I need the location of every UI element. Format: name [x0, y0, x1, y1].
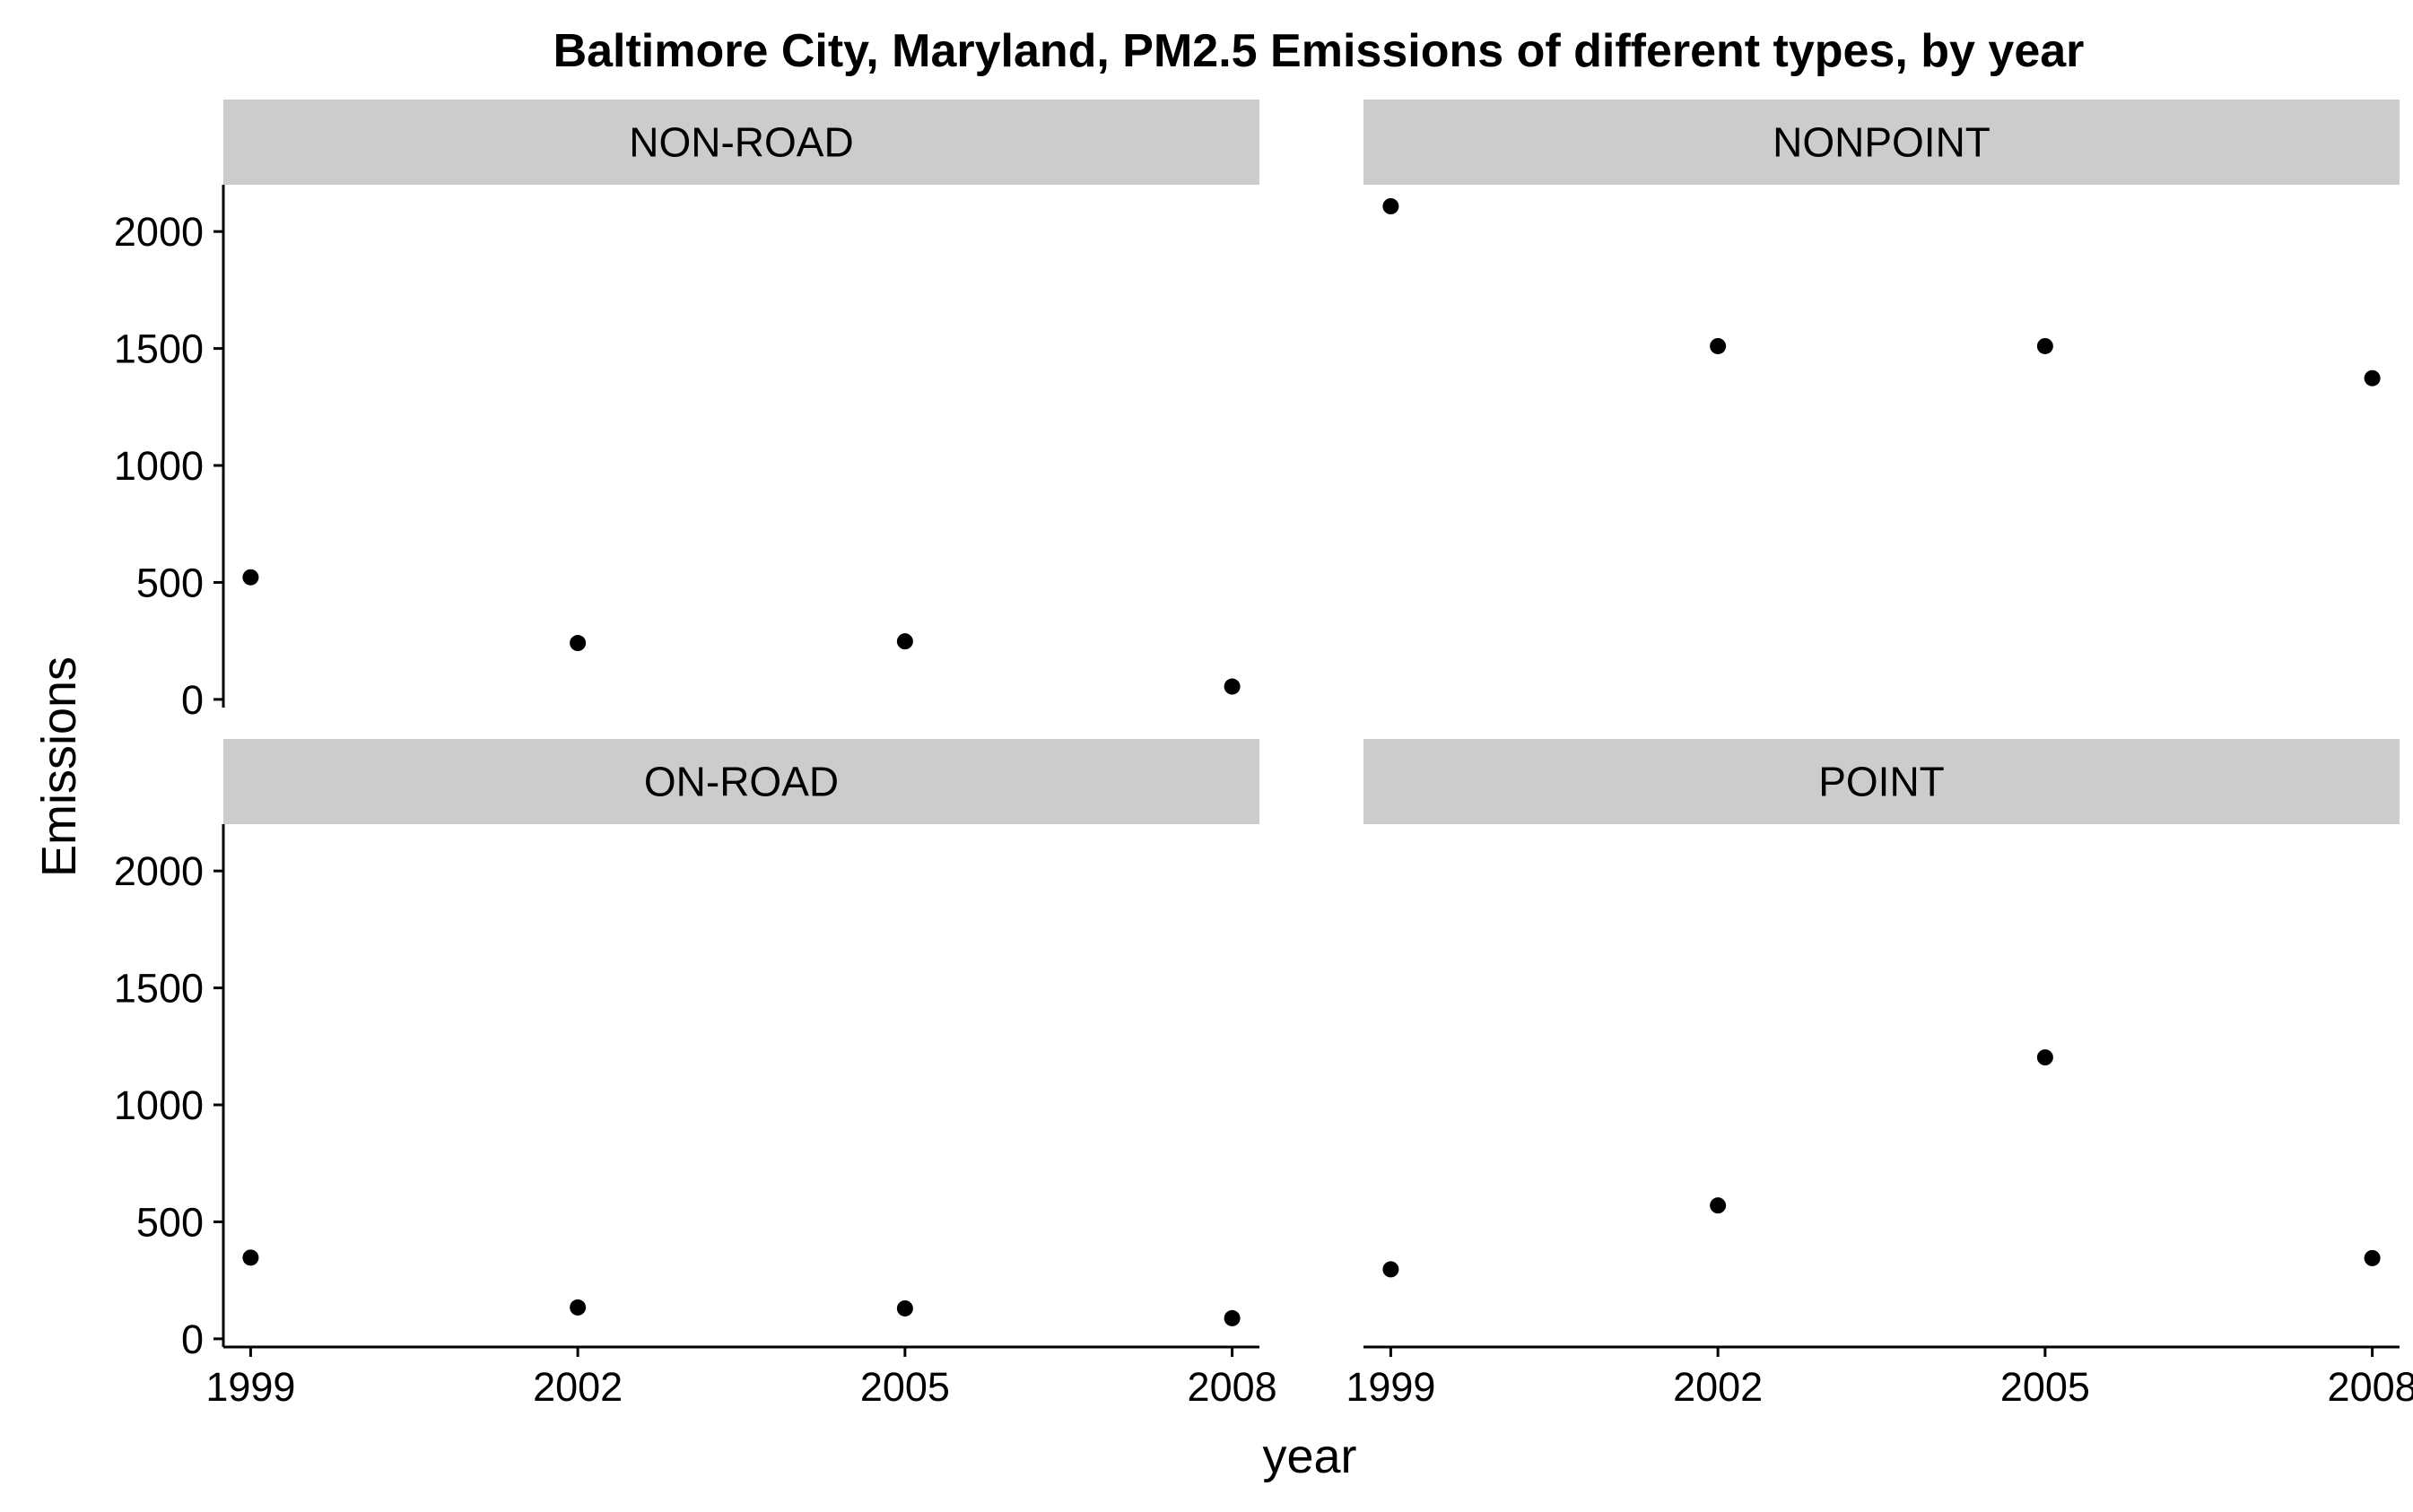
data-point: [2364, 369, 2381, 387]
facet-strip: [1363, 739, 2400, 824]
data-point: [896, 633, 913, 650]
data-point: [2364, 1249, 2381, 1266]
x-tick-label: 2005: [860, 1364, 950, 1410]
facet-strip-label: NONPOINT: [1773, 119, 1991, 166]
x-tick-label: 2002: [1673, 1364, 1763, 1410]
data-point: [570, 635, 587, 652]
facet-strip-label: ON-ROAD: [644, 759, 839, 805]
data-point: [2036, 337, 2053, 354]
x-axis-title: year: [1262, 1429, 1356, 1483]
data-point: [242, 569, 259, 586]
y-tick-label: 500: [136, 1199, 204, 1245]
facet-on-road: ON-ROAD 0 500 1000 1500 2000 1999 2002 2005 2008: [114, 739, 1277, 1410]
y-tick-label: 1500: [114, 326, 204, 372]
y-tick-label: 0: [181, 1316, 204, 1362]
facet-strip-label: POINT: [1818, 759, 1945, 805]
data-point: [1224, 1309, 1241, 1326]
y-tick-label: 2000: [114, 209, 204, 255]
x-tick-label: 2008: [2328, 1364, 2413, 1410]
y-tick-label: 1500: [114, 966, 204, 1012]
data-point: [1382, 197, 1399, 214]
x-tick-label: 1999: [205, 1364, 295, 1410]
data-point: [1382, 1261, 1399, 1278]
y-tick-label: 500: [136, 560, 204, 605]
chart-title: Baltimore City, Maryland, PM2.5 Emission…: [553, 25, 2085, 77]
facet-strip: [1363, 100, 2400, 185]
data-point: [242, 1249, 259, 1266]
y-axis-title: Emissions: [32, 656, 86, 877]
data-point: [570, 1299, 587, 1316]
facet-strip: [223, 739, 1259, 824]
y-tick-label: 2000: [114, 848, 204, 894]
facet-nonpoint: NONPOINT: [1363, 100, 2400, 387]
data-point: [1224, 678, 1241, 695]
x-tick-label: 2002: [533, 1364, 623, 1410]
facet-strip-label: NON-ROAD: [629, 119, 853, 166]
y-tick-label: 1000: [114, 1082, 204, 1128]
y-tick-label: 0: [181, 677, 204, 723]
data-point: [896, 1299, 913, 1316]
x-tick-label: 2008: [1188, 1364, 1277, 1410]
facet-point: POINT 1999 2002 2005 2008: [1346, 739, 2413, 1410]
data-point: [1710, 1197, 1727, 1214]
data-point: [2036, 1049, 2053, 1066]
x-tick-label: 1999: [1346, 1364, 1435, 1410]
x-tick-label: 2005: [2000, 1364, 2090, 1410]
facet-strip: [223, 100, 1259, 185]
data-point: [1710, 337, 1727, 354]
facet-panels: NON-ROAD 0 500 1000 1500 2000 NONPOINT ON-ROAD 0…: [114, 100, 2413, 1410]
y-tick-label: 1000: [114, 443, 204, 489]
facet-non-road: NON-ROAD 0 500 1000 1500 2000: [114, 100, 1259, 723]
